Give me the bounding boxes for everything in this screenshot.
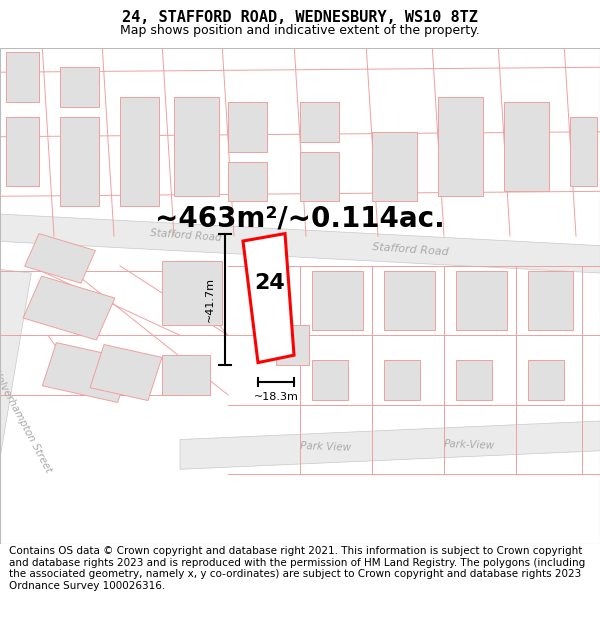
- Text: Park View: Park View: [300, 441, 352, 453]
- Bar: [372, 132, 417, 201]
- Polygon shape: [180, 420, 600, 469]
- Bar: [438, 97, 483, 196]
- Bar: [528, 271, 573, 331]
- Bar: [384, 360, 420, 400]
- Bar: [6, 117, 39, 186]
- Bar: [528, 360, 564, 400]
- Bar: [23, 276, 115, 340]
- Text: ~41.7m: ~41.7m: [205, 277, 215, 322]
- Bar: [300, 102, 339, 142]
- Text: ~18.3m: ~18.3m: [254, 392, 298, 402]
- Bar: [6, 52, 39, 102]
- Text: Map shows position and indicative extent of the property.: Map shows position and indicative extent…: [120, 24, 480, 37]
- Text: Stafford Road: Stafford Road: [372, 242, 449, 258]
- Bar: [384, 271, 435, 331]
- Bar: [43, 342, 131, 402]
- Bar: [174, 97, 219, 196]
- Bar: [276, 326, 309, 365]
- Polygon shape: [0, 269, 31, 521]
- Bar: [300, 152, 339, 201]
- Bar: [120, 97, 159, 206]
- Text: ~463m²/~0.114ac.: ~463m²/~0.114ac.: [155, 205, 445, 232]
- Text: Wolverhampton Street: Wolverhampton Street: [0, 365, 53, 474]
- Polygon shape: [0, 213, 600, 274]
- Text: Park-View: Park-View: [444, 439, 496, 451]
- Text: Stafford Road: Stafford Road: [150, 228, 222, 242]
- Bar: [90, 344, 162, 401]
- Bar: [312, 271, 363, 331]
- Bar: [25, 234, 95, 283]
- Bar: [60, 68, 99, 107]
- Bar: [456, 271, 507, 331]
- Bar: [228, 102, 267, 152]
- Text: Contains OS data © Crown copyright and database right 2021. This information is : Contains OS data © Crown copyright and d…: [9, 546, 585, 591]
- Bar: [504, 102, 549, 191]
- Bar: [570, 117, 597, 186]
- Bar: [162, 355, 210, 395]
- Polygon shape: [243, 234, 294, 362]
- Text: 24: 24: [254, 273, 286, 293]
- Bar: [60, 117, 99, 206]
- Bar: [162, 261, 222, 326]
- Bar: [312, 360, 348, 400]
- Text: 24, STAFFORD ROAD, WEDNESBURY, WS10 8TZ: 24, STAFFORD ROAD, WEDNESBURY, WS10 8TZ: [122, 11, 478, 26]
- Bar: [456, 360, 492, 400]
- Bar: [228, 162, 267, 201]
